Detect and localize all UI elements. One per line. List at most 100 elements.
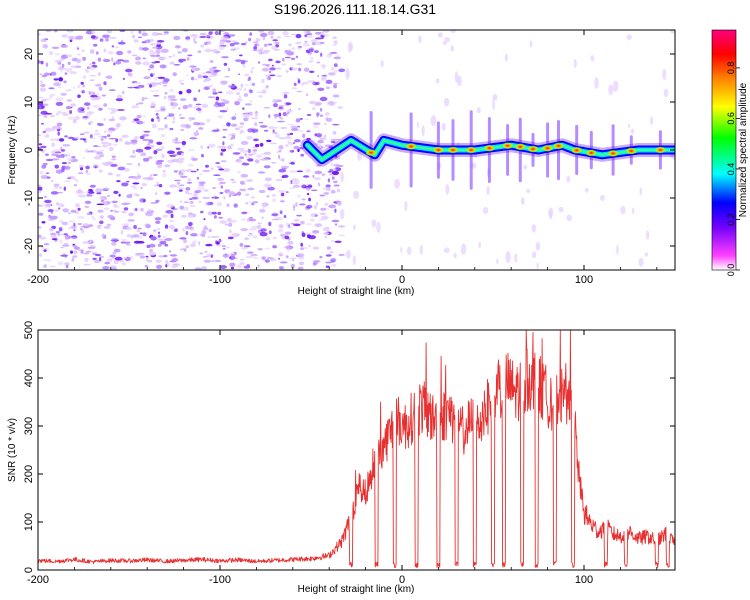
noise-speckle xyxy=(164,92,168,95)
noise-speckle xyxy=(229,262,236,267)
noise-speckle xyxy=(64,72,68,75)
noise-speckle xyxy=(293,145,300,150)
noise-speckle xyxy=(132,120,140,123)
noise-speckle xyxy=(187,178,192,182)
noise-speckle xyxy=(94,166,97,169)
noise-speckle xyxy=(137,162,141,167)
noise-speckle xyxy=(298,67,302,72)
noise-speckle xyxy=(308,60,314,63)
noise-speckle xyxy=(169,88,174,93)
noise-speckle xyxy=(223,124,226,127)
snr-ylabel: SNR (10 * v/v) xyxy=(7,418,18,482)
noise-speckle xyxy=(196,107,202,111)
noise-speckle xyxy=(290,150,293,152)
noise-speckle xyxy=(201,105,205,108)
noise-speckle xyxy=(298,108,301,110)
noise-speckle xyxy=(319,96,328,102)
noise-speckle xyxy=(122,77,125,80)
noise-speckle xyxy=(42,44,48,49)
noise-speckle xyxy=(187,192,193,195)
noise-speckle xyxy=(54,53,61,56)
noise-speckle xyxy=(237,171,241,174)
noise-speckle xyxy=(179,98,187,101)
noise-speckle xyxy=(121,210,127,214)
noise-speckle xyxy=(38,204,42,207)
noise-speckle xyxy=(156,227,161,230)
noise-speckle xyxy=(137,227,142,230)
noise-speckle xyxy=(229,42,235,47)
noise-speckle xyxy=(191,76,194,81)
noise-speckle xyxy=(219,220,227,224)
noise-speckle xyxy=(242,64,246,68)
noise-speckle xyxy=(184,190,189,194)
noise-speckle xyxy=(421,124,425,137)
noise-speckle xyxy=(259,208,266,213)
noise-speckle xyxy=(332,131,337,135)
noise-speckle xyxy=(274,127,278,129)
noise-speckle xyxy=(156,181,159,186)
noise-speckle xyxy=(159,108,167,111)
noise-speckle xyxy=(252,129,256,134)
noise-speckle xyxy=(332,82,339,85)
noise-speckle xyxy=(327,100,335,105)
noise-speckle xyxy=(181,48,188,53)
noise-speckle xyxy=(77,172,84,174)
noise-speckle xyxy=(549,210,552,220)
noise-speckle xyxy=(331,138,334,142)
noise-speckle xyxy=(246,219,250,223)
noise-speckle xyxy=(163,254,168,258)
noise-speckle xyxy=(325,261,333,264)
noise-speckle xyxy=(45,134,50,138)
noise-speckle xyxy=(244,153,247,157)
noise-speckle xyxy=(155,192,158,196)
noise-speckle xyxy=(315,41,323,46)
noise-speckle xyxy=(333,56,342,60)
noise-speckle xyxy=(178,79,185,82)
noise-speckle xyxy=(282,111,287,117)
noise-speckle xyxy=(101,135,107,138)
noise-speckle xyxy=(529,40,533,48)
noise-speckle xyxy=(59,127,63,131)
noise-speckle xyxy=(283,94,288,99)
noise-speckle xyxy=(135,194,140,197)
noise-speckle xyxy=(280,126,288,130)
noise-speckle xyxy=(400,246,403,254)
noise-speckle xyxy=(156,141,163,145)
noise-speckle xyxy=(133,240,141,244)
noise-speckle xyxy=(226,203,230,207)
noise-speckle xyxy=(121,262,127,266)
noise-speckle xyxy=(313,231,319,234)
noise-speckle xyxy=(43,264,47,268)
noise-speckle xyxy=(50,71,57,76)
noise-speckle xyxy=(118,193,121,197)
noise-speckle xyxy=(118,137,123,142)
noise-speckle xyxy=(60,254,69,257)
noise-speckle xyxy=(256,154,263,158)
noise-speckle xyxy=(220,152,224,156)
noise-speckle xyxy=(259,125,268,128)
noise-speckle xyxy=(89,239,92,244)
noise-speckle xyxy=(151,61,157,64)
noise-speckle xyxy=(39,170,44,175)
noise-speckle xyxy=(167,150,175,155)
noise-speckle xyxy=(102,187,110,190)
noise-speckle xyxy=(44,153,49,156)
noise-speckle xyxy=(219,192,224,194)
noise-speckle xyxy=(272,39,279,42)
noise-speckle xyxy=(185,187,191,191)
noise-speckle xyxy=(78,164,85,169)
noise-speckle xyxy=(263,165,271,169)
noise-speckle xyxy=(217,102,226,107)
spectrogram-xtick-label: -200 xyxy=(27,274,49,286)
noise-speckle xyxy=(347,41,353,53)
noise-speckle xyxy=(56,110,63,114)
noise-speckle xyxy=(68,220,76,223)
noise-speckle xyxy=(67,35,76,40)
noise-speckle xyxy=(111,241,117,246)
noise-speckle xyxy=(222,128,228,131)
noise-speckle xyxy=(109,254,116,258)
noise-speckle xyxy=(324,123,327,125)
noise-speckle xyxy=(75,179,79,183)
noise-speckle xyxy=(51,180,54,182)
noise-speckle xyxy=(77,207,81,211)
